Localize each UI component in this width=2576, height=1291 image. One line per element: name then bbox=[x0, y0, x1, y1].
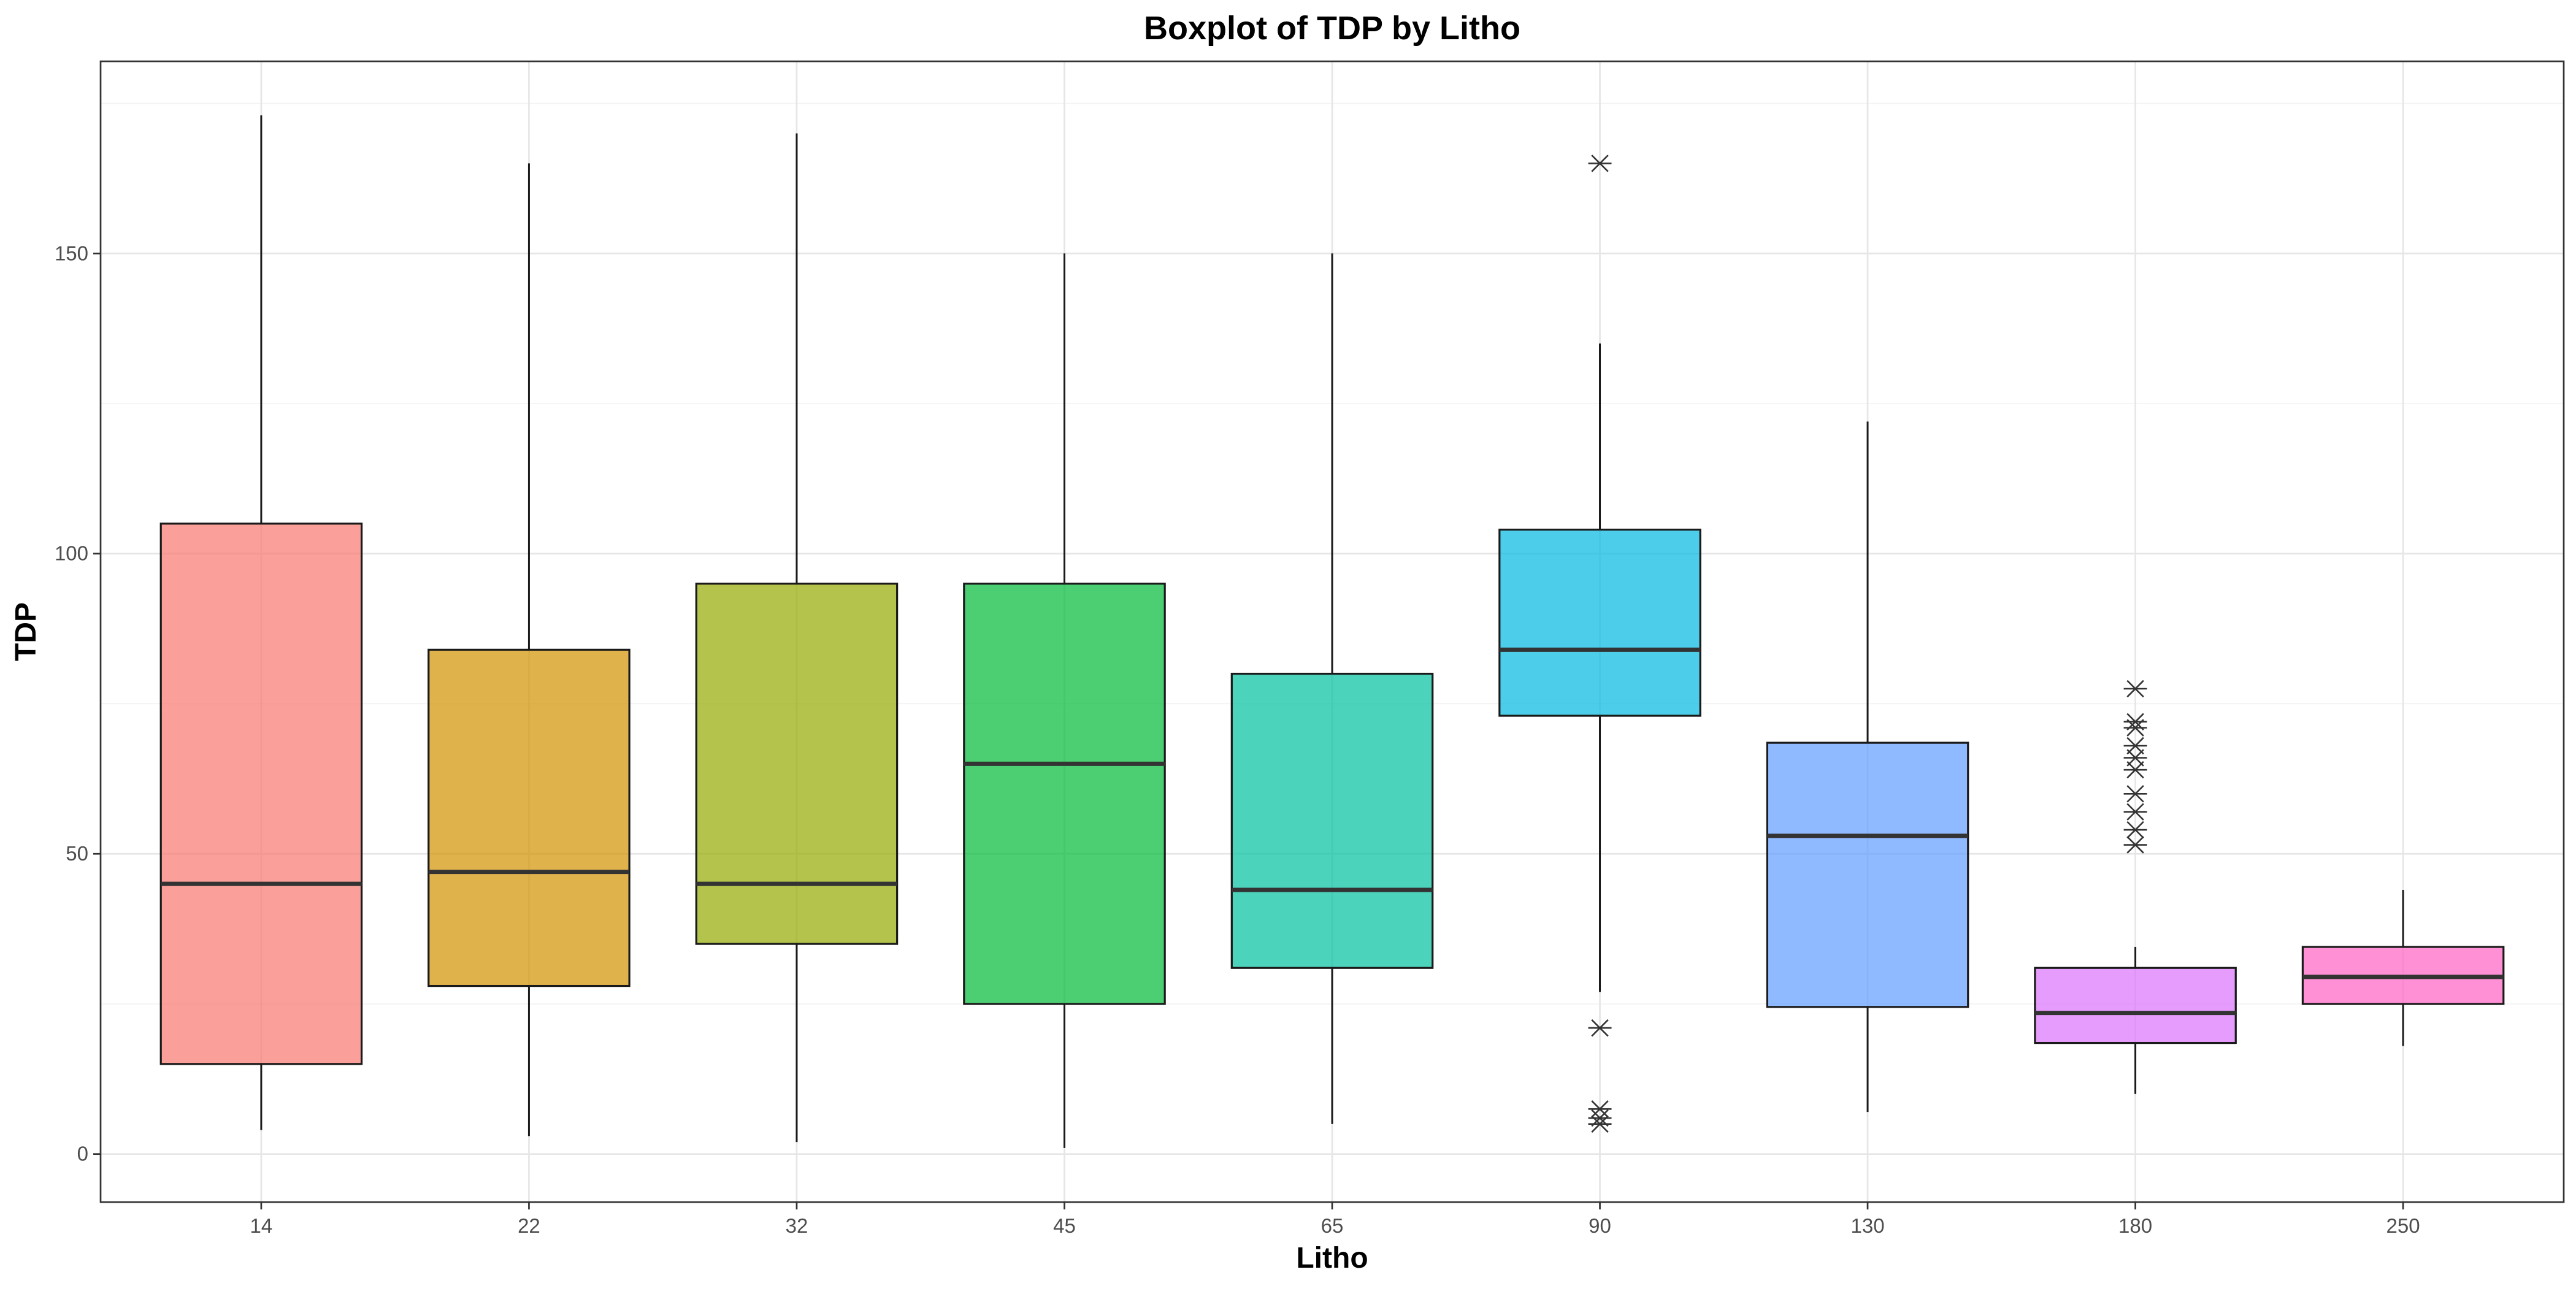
box-45 bbox=[963, 583, 1166, 1005]
y-tick-label: 0 bbox=[77, 1143, 88, 1165]
outlier-point bbox=[1588, 1115, 1612, 1133]
y-tick-label: 100 bbox=[55, 542, 88, 565]
x-axis-title: Litho bbox=[1296, 1242, 1368, 1274]
outlier-stroke bbox=[2126, 737, 2144, 755]
outlier-point bbox=[1588, 1019, 1612, 1037]
outlier-stroke bbox=[2126, 821, 2144, 839]
outlier-point bbox=[1588, 155, 1612, 172]
box-130 bbox=[1766, 741, 1969, 1008]
x-tick-label: 14 bbox=[250, 1214, 273, 1237]
x-tick-label: 22 bbox=[518, 1214, 540, 1237]
y-tick-label: 50 bbox=[66, 842, 88, 865]
box-group-250 bbox=[2301, 889, 2505, 1046]
y-tick-label: 150 bbox=[55, 242, 88, 264]
outlier-point bbox=[2123, 760, 2147, 779]
box-group-45 bbox=[963, 253, 1166, 1148]
box-65 bbox=[1230, 672, 1434, 969]
outlier-point bbox=[2123, 680, 2147, 698]
x-tick-label: 45 bbox=[1053, 1214, 1076, 1237]
outlier-point bbox=[2123, 719, 2147, 737]
outlier-stroke bbox=[2126, 785, 2144, 803]
outlier-stroke bbox=[1591, 1100, 1609, 1118]
outlier-stroke bbox=[1591, 155, 1609, 172]
box-group-130 bbox=[1766, 421, 1969, 1113]
outlier-stroke bbox=[2126, 803, 2144, 821]
box-32 bbox=[695, 583, 899, 945]
outlier-point bbox=[2123, 836, 2147, 854]
box-group-90 bbox=[1498, 155, 1701, 1133]
box-group-22 bbox=[427, 163, 631, 1136]
box-90 bbox=[1498, 528, 1701, 717]
outlier-point bbox=[2123, 821, 2147, 839]
box-group-32 bbox=[695, 133, 899, 1143]
outlier-point bbox=[2123, 749, 2147, 767]
box-group-180 bbox=[2034, 680, 2237, 1094]
outlier-stroke bbox=[2126, 760, 2144, 779]
x-tick-label: 65 bbox=[1321, 1214, 1344, 1237]
outlier-stroke bbox=[2126, 749, 2144, 767]
outlier-point bbox=[2123, 803, 2147, 821]
x-tick-label: 180 bbox=[2118, 1214, 2152, 1237]
outlier-point bbox=[2123, 785, 2147, 803]
box-180 bbox=[2034, 967, 2237, 1044]
outlier-stroke bbox=[1591, 1115, 1609, 1133]
box-group-65 bbox=[1230, 253, 1434, 1124]
x-tick-label: 130 bbox=[1851, 1214, 1885, 1237]
outlier-stroke bbox=[2126, 836, 2144, 854]
outlier-point bbox=[1588, 1100, 1612, 1118]
chart-title: Boxplot of TDP by Litho bbox=[1144, 10, 1520, 47]
box-22 bbox=[427, 648, 631, 987]
outlier-stroke bbox=[1591, 1019, 1609, 1037]
outlier-stroke bbox=[2126, 680, 2144, 698]
x-tick-label: 90 bbox=[1589, 1214, 1611, 1237]
x-tick-label: 32 bbox=[786, 1214, 808, 1237]
x-tick-label: 250 bbox=[2386, 1214, 2420, 1237]
axes-layer: 0 50 100 150 14 22 32 45 65 90 130 180 250 bbox=[55, 242, 2420, 1237]
boxes-layer bbox=[159, 115, 2505, 1148]
outlier-stroke bbox=[2126, 719, 2144, 737]
y-axis-title: TDP bbox=[10, 602, 42, 661]
outlier-point bbox=[2123, 737, 2147, 755]
box-14 bbox=[159, 523, 363, 1065]
box-group-14 bbox=[159, 115, 363, 1130]
